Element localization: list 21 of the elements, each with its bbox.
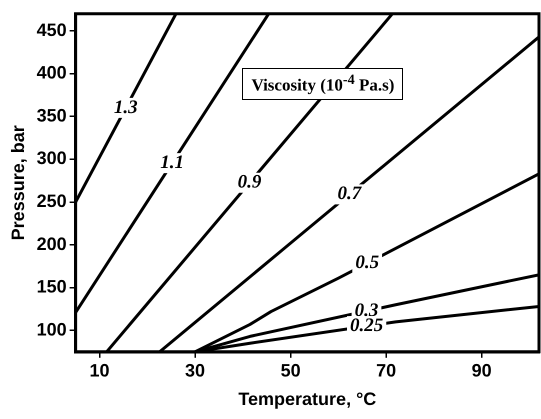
x-tick-label: 90 [472,360,492,381]
y-tick-label: 100 [36,319,67,340]
series-label: 0.7 [337,183,363,204]
x-axis-title: Temperature, °C [238,389,376,410]
x-tick-label: 10 [90,360,110,381]
y-tick-label: 150 [36,276,67,297]
y-tick-label: 200 [36,234,67,254]
y-tick-label: 350 [36,105,67,126]
y-tick-label: 300 [36,148,67,168]
series-label: 1.3 [114,96,138,118]
y-tick-label: 450 [36,20,67,40]
y-tick-label: 400 [36,62,67,83]
series-label: 0.5 [355,252,380,274]
x-tick-label: 70 [376,360,396,381]
x-tick-label: 30 [185,360,206,381]
y-axis-title: Pressure, bar [8,125,28,240]
y-tick-label: 250 [36,191,67,212]
series-label: 1.1 [160,152,184,174]
series-label: 0.9 [238,172,262,193]
x-tick-label: 50 [280,360,301,381]
text: Viscosity (10$^{-4}$ Pa.s) [242,68,404,100]
